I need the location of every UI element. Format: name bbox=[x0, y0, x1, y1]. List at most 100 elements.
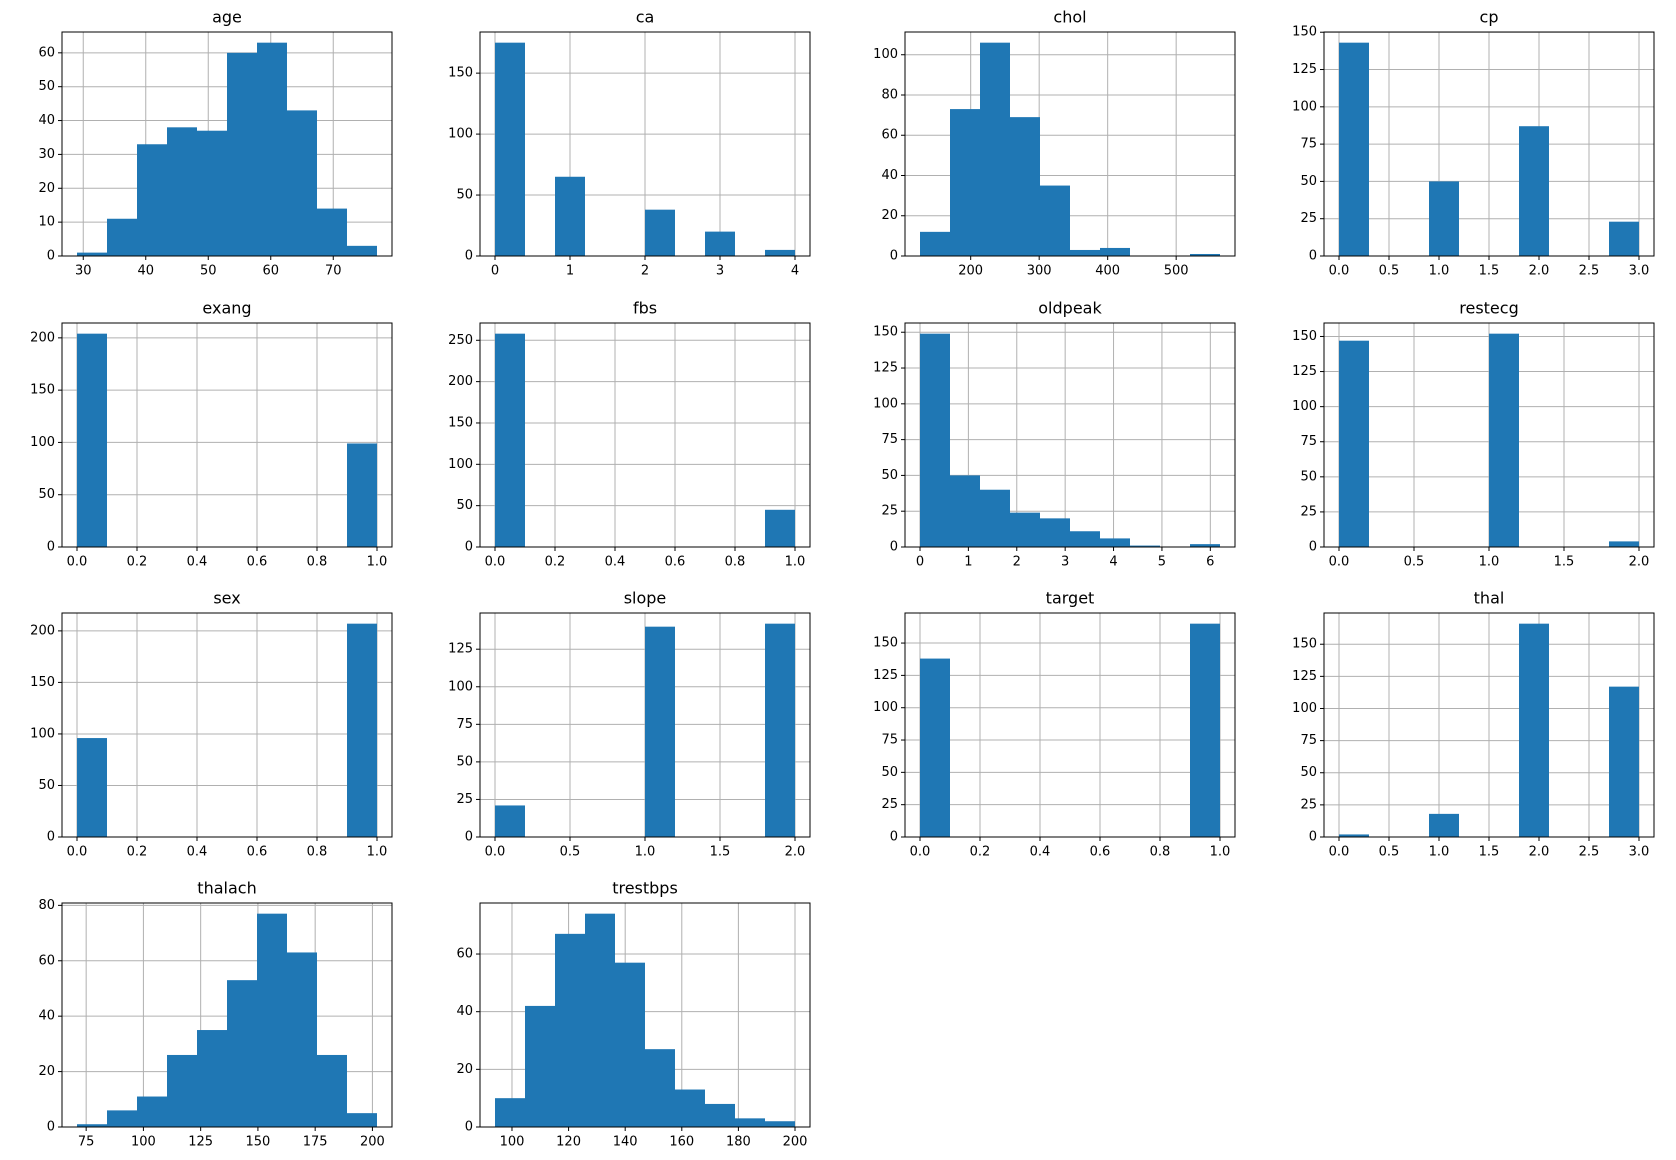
x-tick-label: 0.0 bbox=[485, 845, 506, 860]
axes-frame bbox=[61, 31, 393, 257]
x-tick-label: 6 bbox=[1206, 555, 1214, 570]
y-tick-label: 50 bbox=[881, 765, 898, 780]
axes-frame bbox=[479, 902, 811, 1128]
x-tick-label: 1.5 bbox=[1479, 845, 1500, 860]
x-tick-label: 400 bbox=[1095, 264, 1120, 279]
y-tick-label: 0 bbox=[465, 830, 473, 845]
bar bbox=[1040, 185, 1070, 256]
y-tick-label: 200 bbox=[30, 330, 55, 345]
y-tick-label: 0 bbox=[890, 830, 898, 845]
bar bbox=[1339, 340, 1369, 547]
chart-title: chol bbox=[1053, 8, 1086, 27]
y-tick-label: 75 bbox=[1300, 137, 1317, 152]
y-tick-label: 50 bbox=[1300, 469, 1317, 484]
bar bbox=[197, 130, 227, 256]
x-tick-label: 1.0 bbox=[635, 845, 656, 860]
bar bbox=[167, 127, 197, 256]
y-tick-label: 125 bbox=[873, 361, 898, 376]
y-tick-label: 20 bbox=[38, 1064, 55, 1079]
bar bbox=[347, 443, 377, 547]
y-tick-label: 25 bbox=[881, 504, 898, 519]
y-tick-label: 25 bbox=[1300, 797, 1317, 812]
x-tick-label: 0.6 bbox=[665, 555, 686, 570]
x-tick-label: 0.8 bbox=[725, 555, 746, 570]
x-tick-label: 2.5 bbox=[1579, 845, 1600, 860]
x-tick-label: 1 bbox=[964, 555, 972, 570]
chart-title: slope bbox=[624, 589, 667, 608]
x-tick-label: 1.5 bbox=[710, 845, 731, 860]
y-tick-label: 0 bbox=[465, 1120, 473, 1135]
x-tick-label: 0.2 bbox=[127, 845, 148, 860]
y-tick-label: 125 bbox=[873, 668, 898, 683]
bar bbox=[1190, 253, 1220, 256]
bar bbox=[555, 933, 585, 1127]
y-tick-label: 100 bbox=[448, 127, 473, 142]
x-tick-label: 0.2 bbox=[970, 845, 991, 860]
bar bbox=[287, 952, 317, 1127]
chart-title: exang bbox=[202, 299, 251, 318]
bar bbox=[347, 623, 377, 837]
bar bbox=[495, 1098, 525, 1127]
bar bbox=[107, 1110, 137, 1127]
y-tick-label: 150 bbox=[1292, 637, 1317, 652]
x-tick-label: 3.0 bbox=[1629, 845, 1650, 860]
bar bbox=[137, 1096, 167, 1127]
bar bbox=[137, 144, 167, 256]
bar bbox=[495, 42, 525, 256]
y-tick-label: 150 bbox=[448, 66, 473, 81]
x-tick-label: 2.0 bbox=[1529, 264, 1550, 279]
y-tick-label: 75 bbox=[881, 733, 898, 748]
x-tick-label: 3 bbox=[1061, 555, 1069, 570]
y-tick-label: 125 bbox=[448, 642, 473, 657]
x-tick-label: 0.8 bbox=[307, 555, 328, 570]
y-tick-label: 75 bbox=[881, 432, 898, 447]
x-tick-label: 0.5 bbox=[1404, 555, 1425, 570]
axes-frame bbox=[479, 31, 811, 257]
chart-title: oldpeak bbox=[1038, 299, 1102, 318]
bar bbox=[317, 1054, 347, 1127]
y-tick-label: 25 bbox=[456, 792, 473, 807]
x-tick-label: 300 bbox=[1027, 264, 1052, 279]
bar bbox=[920, 333, 950, 547]
bar bbox=[585, 913, 615, 1127]
bar bbox=[77, 252, 107, 256]
x-tick-label: 0.6 bbox=[247, 845, 268, 860]
y-tick-label: 125 bbox=[1292, 62, 1317, 77]
y-tick-label: 100 bbox=[1292, 701, 1317, 716]
x-tick-label: 2.0 bbox=[1529, 845, 1550, 860]
y-tick-label: 20 bbox=[456, 1062, 473, 1077]
y-tick-label: 100 bbox=[1292, 399, 1317, 414]
y-tick-label: 150 bbox=[873, 325, 898, 340]
x-tick-label: 1.0 bbox=[785, 555, 806, 570]
x-tick-label: 0.0 bbox=[1329, 555, 1350, 570]
y-tick-label: 50 bbox=[456, 498, 473, 513]
bar bbox=[675, 1089, 705, 1127]
x-tick-label: 0.2 bbox=[127, 555, 148, 570]
chart-title: sex bbox=[213, 589, 240, 608]
y-tick-label: 75 bbox=[456, 717, 473, 732]
y-tick-label: 50 bbox=[38, 778, 55, 793]
y-tick-label: 0 bbox=[890, 540, 898, 555]
x-tick-label: 1.5 bbox=[1554, 555, 1575, 570]
axes-frame bbox=[61, 322, 393, 548]
x-tick-label: 4 bbox=[1109, 555, 1117, 570]
y-tick-label: 150 bbox=[1292, 25, 1317, 40]
bar bbox=[257, 42, 287, 256]
y-tick-label: 0 bbox=[1309, 249, 1317, 264]
bar bbox=[980, 489, 1010, 547]
bar bbox=[495, 805, 525, 837]
y-tick-label: 250 bbox=[448, 333, 473, 348]
axes-frame bbox=[479, 612, 811, 838]
y-tick-label: 0 bbox=[465, 249, 473, 264]
bar bbox=[765, 509, 795, 547]
bar bbox=[347, 1113, 377, 1127]
x-tick-label: 0.6 bbox=[1090, 845, 1111, 860]
x-tick-label: 0.5 bbox=[1379, 264, 1400, 279]
y-tick-label: 100 bbox=[873, 396, 898, 411]
x-tick-label: 0.0 bbox=[485, 555, 506, 570]
bar bbox=[1489, 333, 1519, 547]
x-tick-label: 100 bbox=[500, 1135, 525, 1150]
axes-frame bbox=[904, 612, 1236, 838]
y-tick-label: 0 bbox=[47, 540, 55, 555]
